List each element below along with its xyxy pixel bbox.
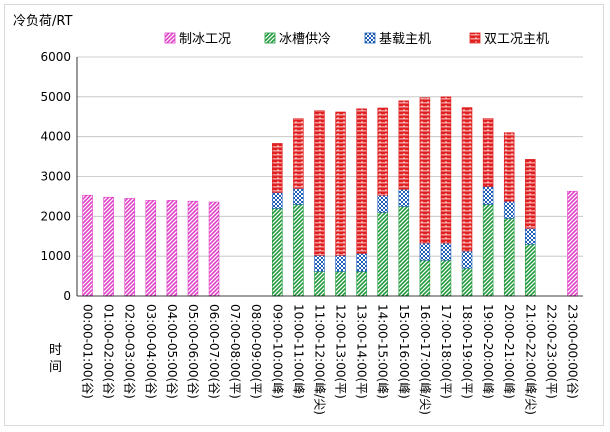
bar-segment	[503, 200, 515, 219]
x-tick-label: 18:00-19:00(平)	[460, 304, 474, 399]
bar-segment	[503, 132, 515, 202]
x-tick-label: 21:00-22:00(峰/尖)	[523, 304, 537, 415]
bar-segment	[398, 100, 410, 190]
x-tick-label: 19:00-20:00(峰)	[481, 304, 495, 399]
bar-segment	[461, 267, 473, 297]
bar-segment	[356, 253, 367, 272]
bar-segment	[187, 200, 199, 297]
bar-segment	[482, 204, 494, 297]
x-axis-title-1: 时	[49, 343, 62, 358]
x-tick-label: 00:00-01:00(谷)	[81, 304, 95, 399]
gridlines	[77, 56, 583, 257]
bar-segment	[356, 271, 367, 297]
bar-segment	[166, 200, 178, 297]
bar-segment	[272, 192, 283, 209]
bar-segment	[82, 194, 93, 297]
x-tick-label: 03:00-04:00(谷)	[144, 304, 158, 399]
x-tick-label: 06:00-07:00(谷)	[207, 304, 221, 399]
bar-segment	[103, 196, 114, 297]
bar-segment	[293, 204, 304, 297]
bar-segment	[272, 208, 283, 297]
y-tick-label: 2000	[40, 209, 71, 223]
y-axis-title: 冷负荷/RT	[13, 14, 72, 29]
y-tick-label: 3000	[40, 170, 71, 184]
bar-segment	[377, 107, 388, 196]
x-tick-label: 10:00-11:00(峰)	[291, 304, 305, 399]
x-tick-label: 14:00-15:00(峰)	[376, 304, 390, 399]
stacked-bar-chart: 冷负荷/RT 制冰工况 冰槽供冷 基载主机 双工况主机 0 1000 2000 3000 40…	[13, 14, 583, 415]
x-tick-label: 23:00-00:00(谷)	[565, 304, 579, 399]
legend-swatch	[364, 32, 376, 44]
bar-segment	[440, 259, 452, 297]
x-tick-label: 20:00-21:00(峰)	[502, 304, 516, 399]
bar-segment	[377, 212, 388, 297]
bar-segment	[293, 118, 304, 189]
y-tick-label: 0	[63, 289, 71, 303]
legend-swatch	[264, 32, 276, 44]
legend-swatch	[469, 32, 481, 44]
x-tick-label: 11:00-12:00(峰/尖)	[312, 304, 326, 415]
legend-label: 基载主机	[379, 32, 431, 47]
x-tick-label: 17:00-18:00(平)	[439, 304, 453, 399]
bar-segment	[525, 159, 536, 229]
bar-segment	[314, 255, 325, 272]
bar-segment	[145, 200, 157, 297]
bars	[82, 96, 578, 297]
bar-segment	[377, 194, 388, 213]
bar-segment	[461, 250, 473, 269]
x-tick-label: 01:00-02:00(谷)	[102, 304, 116, 399]
x-tick-label: 12:00-13:00(平)	[334, 304, 348, 399]
bar-segment	[124, 198, 135, 297]
bar-segment	[314, 110, 325, 256]
x-tick-label: 13:00-14:00(平)	[355, 304, 369, 399]
bar-segment	[525, 243, 536, 297]
bar-segment	[356, 108, 367, 254]
y-tick-label: 5000	[40, 90, 71, 104]
legend-label: 制冰工况	[179, 32, 231, 47]
x-tick-label: 08:00-09:00(平)	[249, 304, 263, 399]
bar-segment	[482, 118, 494, 187]
bar-segment	[419, 259, 431, 297]
bar-segment	[525, 227, 536, 245]
x-tick-label: 04:00-05:00(谷)	[165, 304, 179, 399]
y-tick-label: 1000	[40, 249, 71, 263]
x-tick-labels: 00:00-01:00(谷) 01:00-02:00(谷) 02:00-03:00(…	[81, 304, 580, 415]
bar-segment	[440, 96, 452, 244]
bar-segment	[293, 188, 304, 205]
bar-segment	[503, 218, 515, 297]
y-tick-labels: 0 1000 2000 3000 4000 5000 6000	[40, 50, 71, 303]
chart-frame: 冷负荷/RT 制冰工况 冰槽供冷 基载主机 双工况主机 0 1000 2000 3000 40…	[4, 4, 604, 426]
y-tick-label: 4000	[40, 130, 71, 144]
legend: 制冰工况 冰槽供冷 基载主机 双工况主机	[164, 32, 549, 47]
y-tick-label: 6000	[40, 50, 71, 64]
x-tick-label: 05:00-06:00(谷)	[186, 304, 200, 399]
bar-segment	[567, 190, 578, 297]
bar-segment	[398, 206, 410, 297]
legend-swatch	[164, 32, 176, 44]
bar-segment	[482, 186, 494, 205]
bar-segment	[208, 201, 220, 297]
bar-segment	[314, 271, 325, 297]
x-tick-label: 22:00-23:00(平)	[544, 304, 558, 399]
legend-label: 冰槽供冷	[279, 32, 331, 47]
legend-label: 双工况主机	[484, 32, 549, 47]
bar-segment	[419, 242, 431, 261]
x-tick-label: 09:00-10:00(峰)	[270, 304, 284, 399]
bar-segment	[272, 143, 283, 193]
bar-segment	[461, 107, 473, 252]
bar-segment	[440, 242, 452, 261]
bar-segment	[419, 97, 431, 244]
bar-segment	[335, 111, 346, 256]
x-tick-label: 15:00-16:00(峰)	[397, 304, 411, 399]
x-axis-title-2: 间	[49, 360, 62, 375]
bar-segment	[335, 255, 346, 272]
x-tick-label: 16:00-17:00(峰/尖)	[418, 304, 432, 415]
bar-segment	[335, 271, 346, 297]
bar-segment	[398, 188, 410, 207]
x-tick-label: 07:00-08:00(平)	[228, 304, 242, 399]
x-tick-label: 02:00-03:00(谷)	[123, 304, 137, 399]
